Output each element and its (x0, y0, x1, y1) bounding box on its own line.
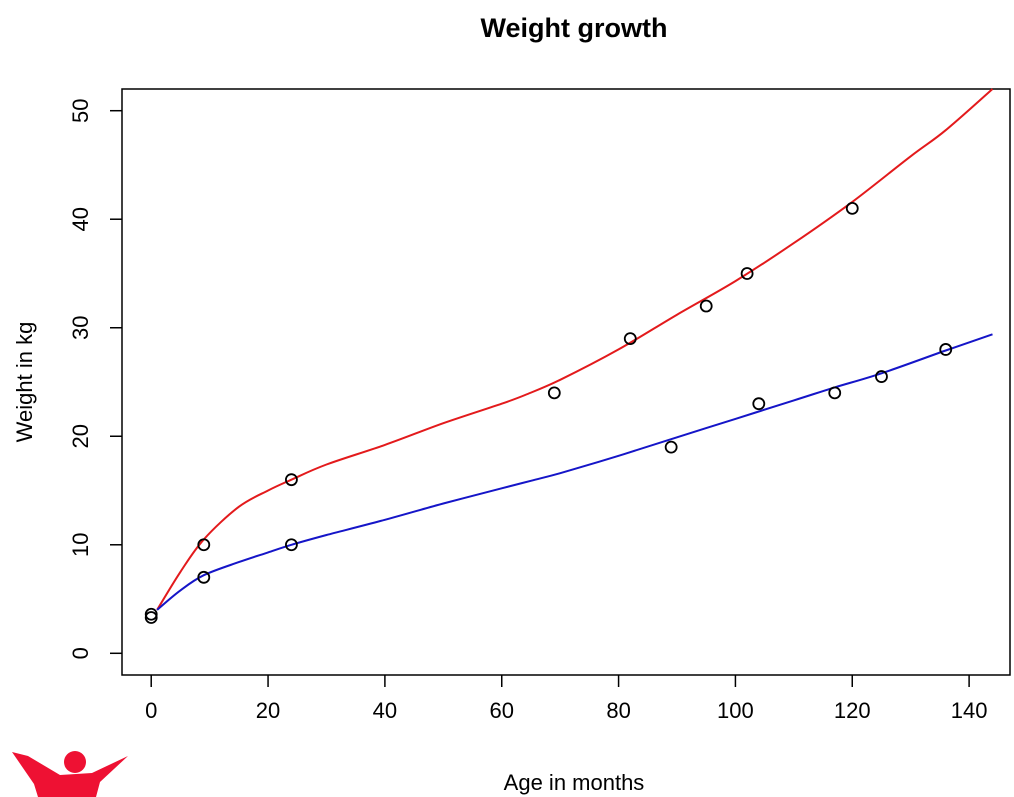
y-tick-label: 20 (68, 424, 93, 448)
x-tick-label: 140 (951, 698, 988, 723)
x-axis-label: Age in months (504, 770, 645, 795)
data-point (197, 538, 211, 552)
y-axis-label: Weight in kg (12, 322, 37, 443)
chart-title: Weight growth (481, 13, 668, 43)
data-point (144, 607, 158, 621)
y-tick-label: 30 (68, 315, 93, 339)
data-point (740, 267, 754, 280)
plot-frame (121, 88, 1011, 676)
red-figure-logo (12, 751, 128, 797)
y-tick-label: 0 (68, 647, 93, 659)
data-point (875, 370, 888, 383)
data-point (197, 570, 211, 584)
data-point (845, 201, 859, 215)
x-tick-label: 40 (373, 698, 397, 723)
y-tick-label: 40 (68, 207, 93, 231)
data-point (547, 386, 561, 400)
x-tick-label: 0 (145, 698, 157, 723)
fitted-curves (156, 88, 994, 611)
data-point (699, 299, 713, 313)
data-point (285, 538, 298, 552)
y-axis: 0 10 20 30 40 50 (68, 98, 122, 659)
x-tick-label: 100 (717, 698, 754, 723)
data-point (664, 440, 678, 454)
x-tick-label: 120 (834, 698, 871, 723)
data-point (828, 386, 842, 400)
data-points (144, 201, 953, 624)
x-tick-label: 20 (256, 698, 280, 723)
y-tick-label: 50 (68, 98, 93, 122)
x-axis: 0 20 40 60 80 100 120 140 (145, 675, 987, 723)
data-point (752, 397, 766, 411)
x-tick-label: 60 (489, 698, 513, 723)
fitted-curve-2 (156, 333, 993, 611)
fitted-curve-1 (156, 88, 994, 611)
data-point (939, 343, 953, 356)
data-point (623, 332, 637, 345)
y-tick-label: 10 (68, 533, 93, 557)
x-tick-label: 80 (606, 698, 630, 723)
data-point (285, 473, 298, 487)
